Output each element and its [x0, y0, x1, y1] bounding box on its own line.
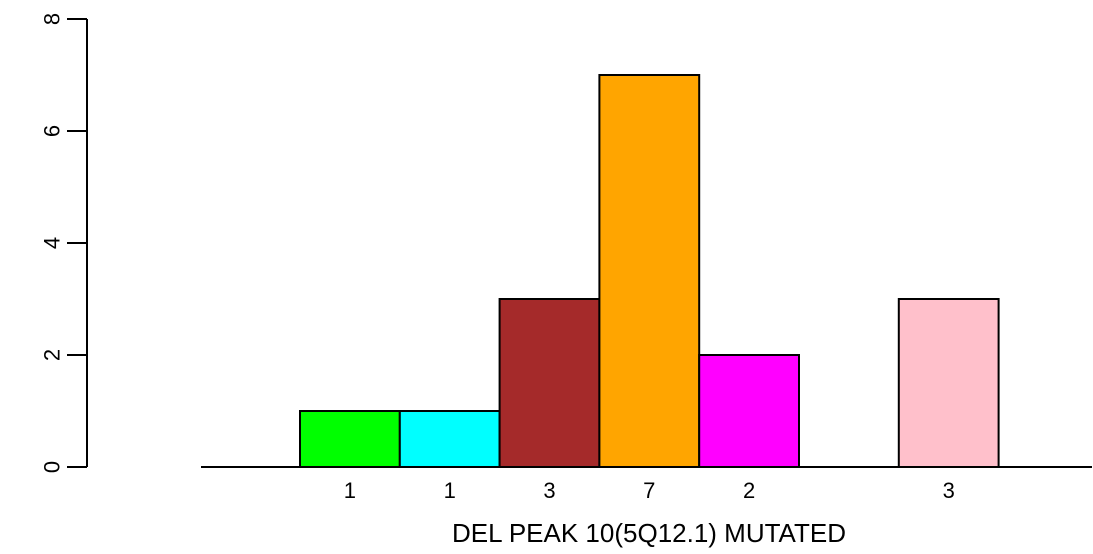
bars — [299, 74, 1000, 468]
y-tick-label: 4 — [40, 237, 65, 249]
bar — [698, 354, 801, 468]
y-tick-label: 2 — [40, 349, 65, 361]
bar — [398, 410, 501, 468]
y-tick-label: 0 — [40, 461, 65, 473]
x-axis-label: DEL PEAK 10(5Q12.1) MUTATED — [452, 518, 846, 548]
bar-value-label: 1 — [344, 478, 356, 503]
bar — [598, 74, 701, 468]
y-tick-label: 6 — [40, 125, 65, 137]
bar-value-labels: 1 1 3 7 2 3 — [344, 478, 955, 503]
bar-value-label: 7 — [643, 478, 655, 503]
bar-value-label: 1 — [444, 478, 456, 503]
bar-value-label: 3 — [543, 478, 555, 503]
bar — [498, 298, 601, 468]
y-tick-label: 8 — [40, 13, 65, 25]
bar — [897, 298, 1000, 468]
bar-value-label: 3 — [943, 478, 955, 503]
bar-value-label: 2 — [743, 478, 755, 503]
bar — [299, 410, 401, 468]
y-axis: 0 2 4 6 8 — [40, 13, 88, 473]
